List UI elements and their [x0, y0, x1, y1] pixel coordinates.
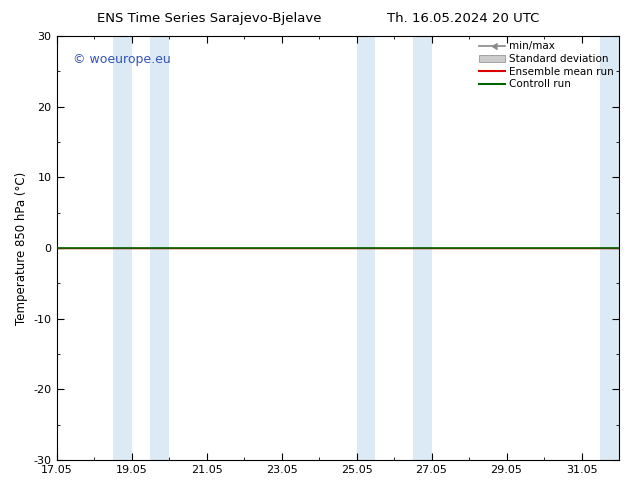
Text: ENS Time Series Sarajevo-Bjelave: ENS Time Series Sarajevo-Bjelave	[97, 12, 321, 25]
Bar	[413, 36, 432, 460]
Text: Th. 16.05.2024 20 UTC: Th. 16.05.2024 20 UTC	[387, 12, 539, 25]
Legend: min/max, Standard deviation, Ensemble mean run, Controll run: min/max, Standard deviation, Ensemble me…	[479, 41, 614, 89]
Text: © woeurope.eu: © woeurope.eu	[74, 53, 171, 66]
Bar	[113, 36, 131, 460]
Bar	[356, 36, 375, 460]
Bar	[600, 36, 619, 460]
Bar	[150, 36, 169, 460]
Y-axis label: Temperature 850 hPa (°C): Temperature 850 hPa (°C)	[15, 172, 28, 325]
